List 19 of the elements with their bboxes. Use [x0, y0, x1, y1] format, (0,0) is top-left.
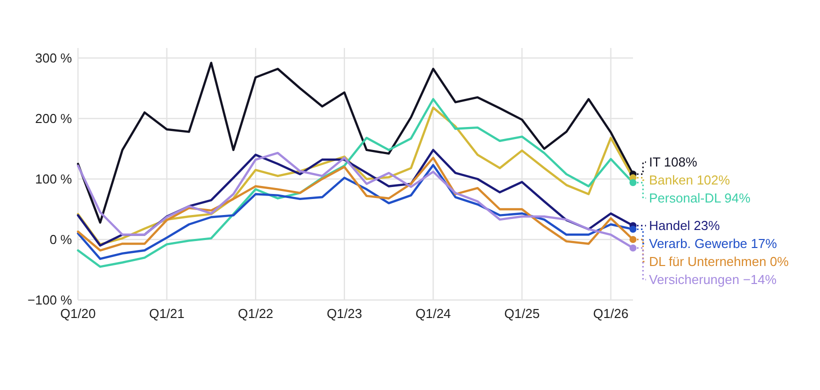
x-tick-label: Q1/20: [60, 306, 96, 321]
text: Verarb. Gewerbe 17%: [649, 236, 777, 252]
text: Personal-DL 94%: [649, 190, 750, 206]
x-tick-label: Q1/22: [238, 306, 274, 321]
x-tick-label: Q1/25: [504, 306, 540, 321]
x-tick-label: Q1/24: [415, 306, 451, 321]
text: DL für Unternehmen 0%: [649, 254, 789, 270]
text: Banken 102%: [649, 172, 730, 188]
text: Versicherungen −14%: [649, 272, 777, 288]
y-tick-label: 200 %: [35, 111, 72, 126]
y-tick-label: 0 %: [50, 232, 72, 248]
y-tick-label: −100 %: [28, 292, 72, 308]
x-tick-label: Q1/23: [326, 306, 362, 321]
x-tick-label: Q1/26: [593, 306, 629, 321]
x-tick-label: Q1/21: [149, 306, 185, 321]
text: IT 108%: [649, 154, 698, 170]
y-tick-label: 100 %: [35, 172, 72, 187]
y-tick-label: 300 %: [35, 50, 72, 66]
text: Handel 23%: [649, 218, 720, 234]
